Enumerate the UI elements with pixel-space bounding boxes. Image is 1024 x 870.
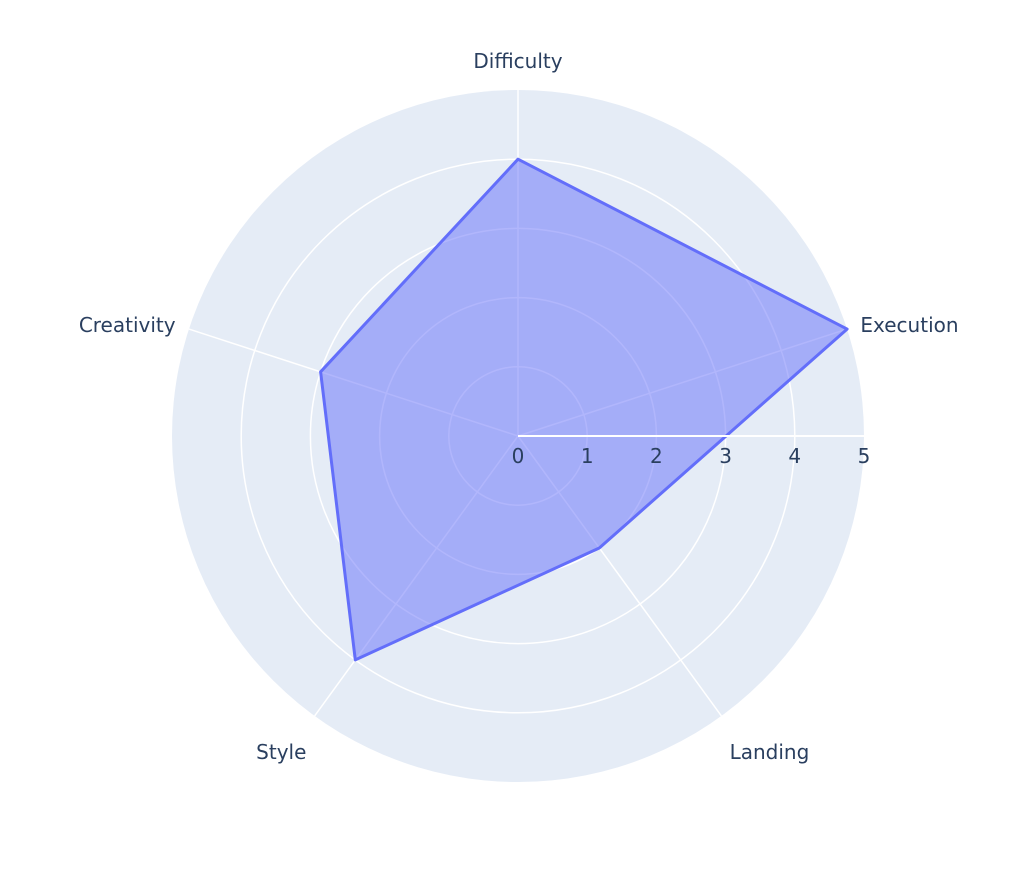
- category-label: Execution: [860, 313, 958, 337]
- radial-tick-label: 5: [858, 444, 871, 468]
- series-area: [320, 159, 848, 660]
- radial-tick-label: 2: [650, 444, 663, 468]
- radial-tick-label: 1: [581, 444, 594, 468]
- radial-tick-label: 0: [512, 444, 525, 468]
- radial-tick-label: 3: [719, 444, 732, 468]
- category-label: Landing: [730, 740, 810, 764]
- category-label: Creativity: [79, 313, 176, 337]
- radial-tick-label: 4: [788, 444, 801, 468]
- category-label: Difficulty: [473, 49, 562, 73]
- category-label: Style: [256, 740, 306, 764]
- series-line: [319, 157, 849, 662]
